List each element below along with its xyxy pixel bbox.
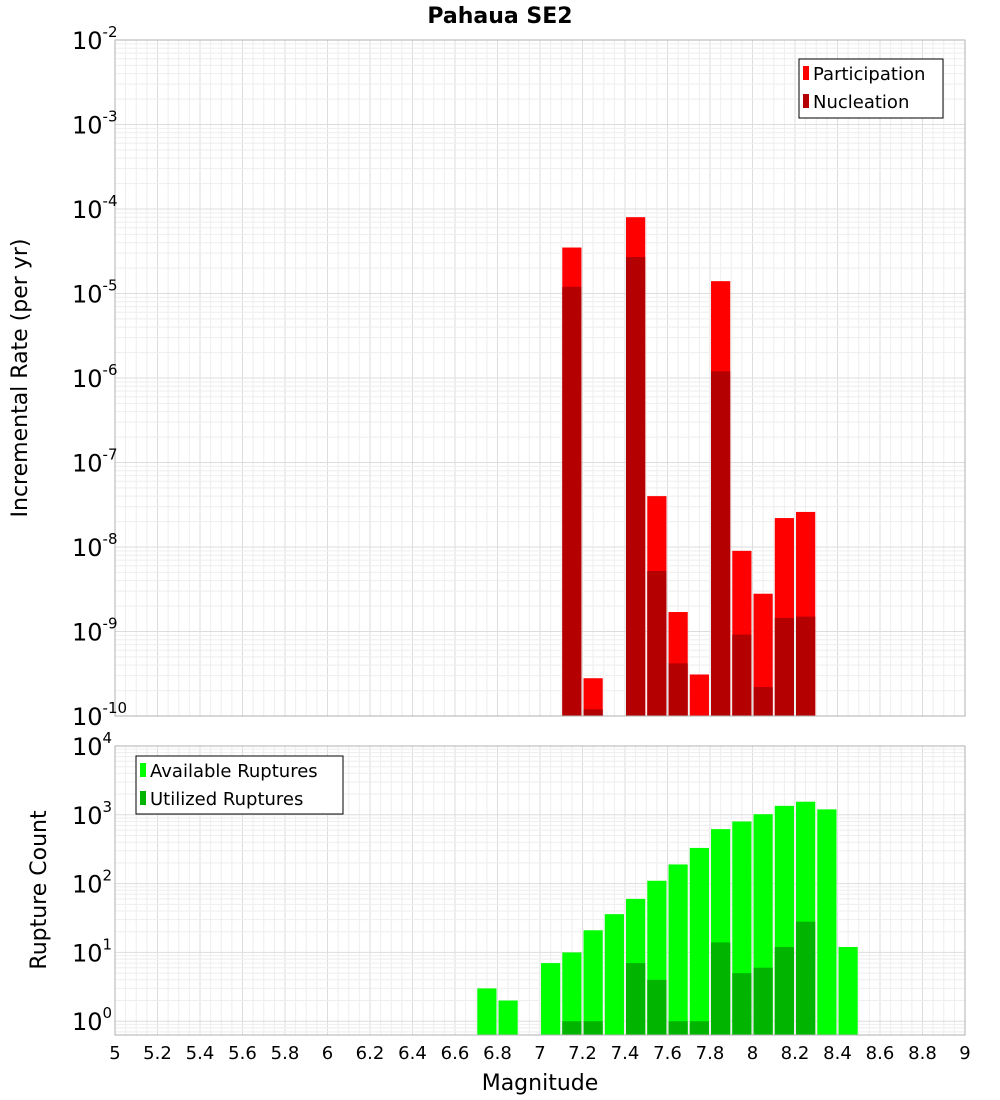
top-legend: Participation Nucleation: [798, 58, 944, 119]
bottom-plot-frame: [114, 745, 966, 1036]
y-tick-label: 103: [72, 798, 112, 830]
y-tick-label: 10-5: [72, 277, 118, 309]
top-bar-nucleation: [668, 663, 688, 716]
top-bar-participation: [753, 593, 773, 716]
y-tick-label: 10-3: [72, 108, 118, 140]
x-tick-label: 5: [109, 1043, 120, 1064]
bottom-bar-available-ruptures: [604, 914, 624, 1035]
y-tick-label: 10-2: [72, 23, 118, 55]
y-tick-label: 10-9: [72, 615, 118, 647]
bottom-bar-available-ruptures: [838, 946, 858, 1035]
top-bar-participation: [689, 674, 709, 716]
y-tick-label: 10-10: [72, 699, 127, 731]
top-bar-participation: [583, 678, 603, 716]
x-tick-label: 7.2: [568, 1043, 597, 1064]
top-bar-nucleation: [583, 709, 603, 716]
legend-swatch-utilized-ruptures: [140, 791, 146, 805]
y-tick-label: 104: [72, 729, 112, 761]
x-tick-label: 5.4: [186, 1043, 215, 1064]
bottom-bar-available-ruptures: [498, 1000, 518, 1035]
x-tick-label: 9: [959, 1043, 970, 1064]
legend-label-available-ruptures: Available Ruptures: [150, 761, 318, 782]
legend-label-nucleation: Nucleation: [813, 92, 909, 113]
top-bar-nucleation: [732, 634, 752, 716]
x-tick-label: 8.6: [866, 1043, 895, 1064]
top-bars: [562, 217, 816, 716]
x-tick-labels: 5 5.2 5.4 5.6 5.8 6 6.2 6.4 6.6 6.8 7 7.2 7.4 7.6 7.8 8…: [109, 1043, 970, 1064]
bottom-bar-utilized-ruptures: [562, 1021, 582, 1035]
bottom-y-tick-labels: 104 103 102 101 100: [72, 729, 112, 1036]
top-bar-nucleation: [711, 371, 731, 716]
y-tick-label: 10-6: [72, 361, 118, 393]
y-tick-label: 10-7: [72, 446, 118, 478]
y-tick-label: 102: [72, 867, 112, 899]
bottom-legend-box: [135, 755, 344, 815]
legend-swatch-nucleation: [803, 94, 809, 108]
bottom-bar-utilized-ruptures: [668, 1021, 688, 1035]
bottom-bar-utilized-ruptures: [626, 963, 646, 1035]
y-tick-label: 10-4: [72, 192, 118, 224]
legend-swatch-available-ruptures: [140, 763, 146, 777]
bottom-bar-utilized-ruptures: [689, 1021, 709, 1035]
x-tick-label: 6.2: [356, 1043, 385, 1064]
x-tick-label: 8.2: [781, 1043, 810, 1064]
x-tick-label: 6: [322, 1043, 333, 1064]
top-bar-nucleation: [626, 257, 646, 716]
top-plot-frame: [114, 39, 966, 717]
bottom-bar-available-ruptures: [541, 963, 561, 1035]
bottom-bar-available-ruptures: [817, 809, 837, 1035]
bottom-y-axis-label: Rupture Count: [27, 810, 52, 970]
y-tick-label: 101: [72, 935, 112, 967]
y-tick-label: 10-8: [72, 530, 118, 562]
x-tick-label: 7.4: [611, 1043, 640, 1064]
bottom-bar-utilized-ruptures: [732, 973, 752, 1035]
x-tick-label: 5.8: [271, 1043, 300, 1064]
bottom-bar-utilized-ruptures: [774, 946, 794, 1035]
bottom-bar-available-ruptures: [668, 864, 688, 1035]
y-tick-label: 100: [72, 1004, 112, 1036]
bottom-bar-utilized-ruptures: [796, 921, 816, 1035]
top-y-tick-labels: 10-2 10-3 10-4 10-5 10-6 10-7 10-8 10-9 10-10: [72, 23, 127, 731]
bottom-bar-available-ruptures: [689, 847, 709, 1035]
top-bar-nucleation: [753, 687, 773, 716]
legend-label-utilized-ruptures: Utilized Ruptures: [150, 789, 303, 810]
top-bar-nucleation: [796, 616, 816, 716]
bottom-bar-available-ruptures: [562, 952, 582, 1035]
bottom-bar-utilized-ruptures: [647, 979, 667, 1035]
legend-label-participation: Participation: [813, 64, 925, 85]
top-y-axis-label: Incremental Rate (per yr): [8, 239, 33, 518]
x-tick-label: 5.6: [228, 1043, 257, 1064]
bottom-bar-available-ruptures: [477, 988, 497, 1035]
x-tick-label: 6.4: [398, 1043, 427, 1064]
x-tick-label: 8: [747, 1043, 758, 1064]
top-legend-box: [798, 58, 944, 119]
top-bar-nucleation: [562, 286, 582, 716]
chart-title: Pahaua SE2: [427, 4, 572, 29]
legend-swatch-participation: [803, 66, 809, 80]
bottom-bars: [477, 801, 858, 1035]
x-tick-label: 6.6: [441, 1043, 470, 1064]
top-bar-nucleation: [647, 570, 667, 716]
x-tick-label: 8.8: [908, 1043, 937, 1064]
x-tick-label: 6.8: [483, 1043, 512, 1064]
x-tick-label: 7.6: [653, 1043, 682, 1064]
x-tick-label: 7: [534, 1043, 545, 1064]
bottom-legend: Available Ruptures Utilized Ruptures: [135, 755, 344, 815]
x-axis-label: Magnitude: [482, 1071, 599, 1096]
bottom-bar-utilized-ruptures: [583, 1021, 603, 1035]
bottom-bar-utilized-ruptures: [753, 967, 773, 1035]
x-tick-label: 7.8: [696, 1043, 725, 1064]
x-tick-label: 5.2: [143, 1043, 172, 1064]
bottom-bar-available-ruptures: [583, 930, 603, 1035]
bottom-bar-utilized-ruptures: [711, 942, 731, 1035]
x-tick-label: 8.4: [823, 1043, 852, 1064]
top-bar-nucleation: [774, 617, 794, 716]
top-gridlines: [114, 40, 966, 717]
